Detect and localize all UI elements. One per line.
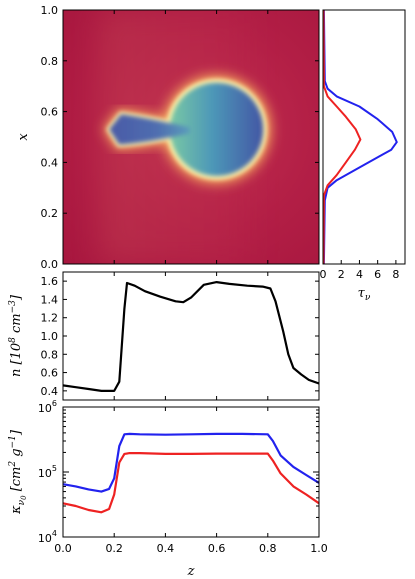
kap-ytick-label: 105: [38, 464, 57, 480]
series-line-0: [62, 281, 320, 392]
tau-series-0: [322, 9, 398, 265]
sphere-core: [169, 82, 264, 177]
kap-xtick-label: 0.0: [54, 542, 72, 555]
panel-frame: [62, 271, 320, 401]
dens-ytick-label: 0.8: [41, 348, 59, 361]
heat-ytick-label: 0.0: [41, 258, 59, 271]
tau-series-1: [322, 9, 362, 265]
tau-xlabel: τν: [358, 286, 371, 303]
tau-xtick-label: 2: [338, 268, 345, 281]
dens-ytick-label: 1.6: [41, 275, 59, 288]
heat-ytick-label: 0.8: [41, 55, 59, 68]
kap-xtick-label: 0.2: [105, 542, 123, 555]
tail-core: [109, 114, 190, 145]
dens-ytick-label: 1.2: [41, 312, 59, 325]
kap-ytick-label: 104: [38, 529, 57, 545]
series-line-1: [62, 452, 320, 514]
dens-ytick-label: 0.6: [41, 367, 59, 380]
tau-xtick-label: 4: [356, 268, 363, 281]
kap-ylabel: κν0 [cm2 g−1]: [8, 429, 28, 515]
kap-xtick-label: 0.4: [157, 542, 175, 555]
kap-xtick-label: 0.6: [208, 542, 226, 555]
map-frame: [62, 9, 320, 265]
series-line-0: [62, 432, 320, 493]
dens-ylabel: n [108 cm−3]: [8, 294, 24, 377]
kap-xtick-label: 0.8: [259, 542, 277, 555]
dens-ytick-label: 1.4: [41, 293, 59, 306]
tau-xtick-label: 8: [392, 268, 399, 281]
dens-ytick-label: 0.4: [41, 385, 59, 398]
opacity-profile-panel: 104 105 106 0.0 0.2 0.4 0.6 0.8 1.0 z κν0 [cm2 g−1…: [8, 399, 328, 579]
heat-ytick-label: 0.6: [41, 106, 59, 119]
density-map-panel: [63, 10, 319, 264]
kap-xlabel: z: [187, 564, 195, 579]
tau-frame: [322, 9, 406, 265]
kap-xtick-label: 1.0: [310, 542, 328, 555]
density-profile-panel: 0.4 0.6 0.8 1.0 1.2 1.4 1.6 n [108 cm−3]: [8, 271, 320, 401]
kap-ytick-label: 106: [38, 399, 57, 415]
tau-xtick-label: 0: [320, 268, 327, 281]
heat-ylabel: x: [16, 133, 31, 141]
optical-depth-panel: 0 2 4 6 8 τν: [320, 9, 406, 303]
tau-xtick-label: 6: [374, 268, 381, 281]
heat-ytick-label: 1.0: [41, 4, 59, 17]
dens-ytick-label: 1.0: [41, 330, 59, 343]
heat-ytick-label: 0.4: [41, 156, 59, 169]
heat-ytick-label: 0.2: [41, 207, 59, 220]
